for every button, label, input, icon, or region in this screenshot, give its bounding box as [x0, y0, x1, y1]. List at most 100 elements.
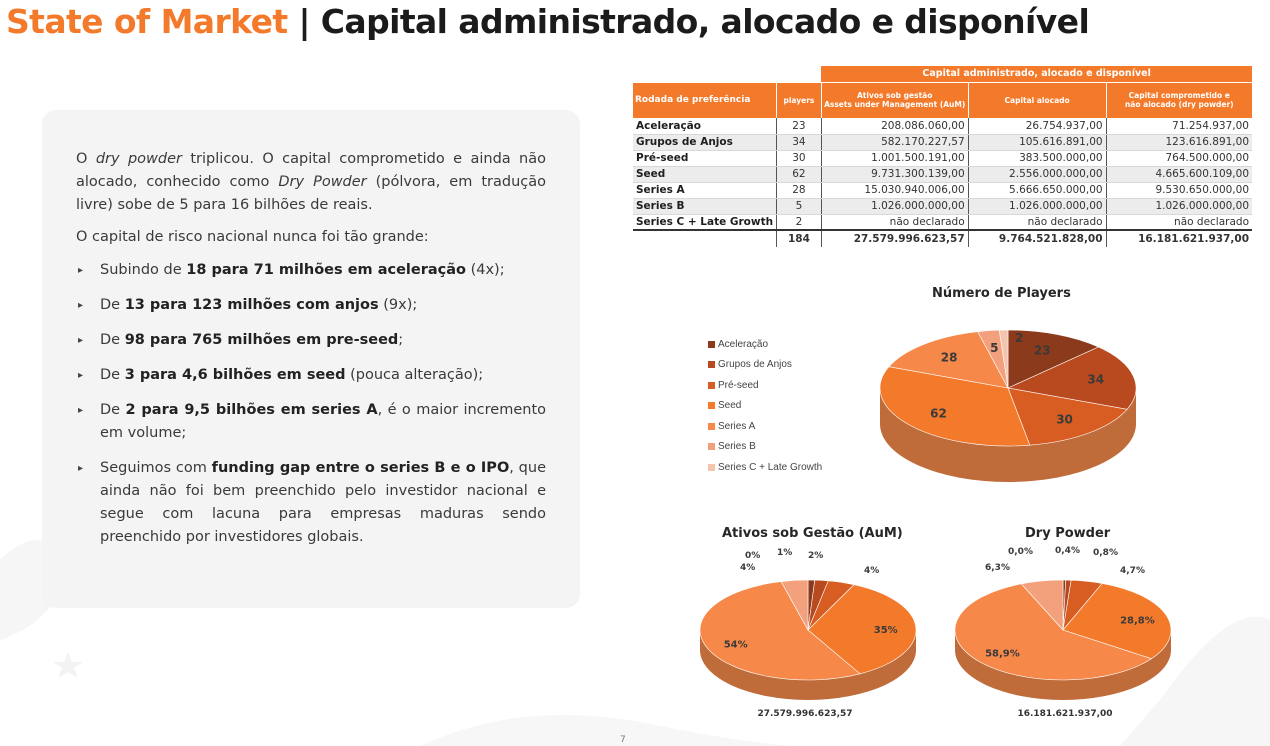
table-group-header-row: Capital administrado, alocado e disponív… [633, 66, 1252, 83]
table-row: Aceleração 23 208.086.060,00 26.754.937,00 7… [633, 118, 1252, 135]
legend-label: Series A [718, 420, 756, 432]
pie-side [880, 388, 1136, 482]
pie-slice [888, 331, 1009, 389]
table-cell: 15.030.940.006,00 [820, 182, 969, 199]
pie-slice [1007, 329, 1100, 389]
bullet-marker-icon: ▸ [78, 335, 84, 346]
table-cell: Series A [633, 182, 777, 199]
bullet-marker-icon: ▸ [78, 370, 84, 381]
dry-powder-total-label: 16.181.621.937,00 [1017, 709, 1113, 719]
table-cell: 23 [776, 118, 822, 135]
table-cell: 9.530.650.000,00 [1105, 182, 1252, 199]
bullet-item: ▸ De 98 para 765 milhões em pre-seed; [76, 329, 546, 352]
legend-label: Series B [718, 441, 756, 453]
bullet-item: ▸ Subindo de 18 para 71 milhões em aceler… [76, 259, 546, 282]
bullet-item: ▸ De 3 para 4,6 bilhões em seed (pouca al… [76, 364, 546, 387]
title-rest: | Capital administrado, alocado e dispon… [287, 2, 1090, 41]
summary-card: O dry powder triplicou. O capital compro… [42, 110, 580, 608]
table-body: Aceleração 23 208.086.060,00 26.754.937,00 7… [633, 118, 1252, 247]
lead-paragraph: O capital de risco nacional nunca foi tã… [76, 229, 429, 245]
table-row: Grupos de Anjos 34 582.170.227,57 105.616.8… [633, 134, 1252, 151]
table-header-row: Rodada de preferência players Ativos sob… [633, 82, 1252, 118]
legend-label: Grupos de Anjos [718, 359, 792, 371]
column-header: Capital comprometido e não alocado (dry p… [1105, 82, 1252, 118]
pie-chart-players: 23 34 30 62 28 5 2 [879, 329, 1137, 482]
bullet-item: ▸ Seguimos com funding gap entre o series… [76, 457, 546, 549]
table-row: Seed 62 9.731.300.139,00 2.556.000.000,00 4.… [633, 166, 1252, 183]
pie-chart-aum: 35% 54% [699, 579, 917, 700]
pie-outer-label: 2% [808, 551, 824, 561]
legend-label: Aceleração [718, 338, 769, 350]
table-cell: 71.254.937,00 [1105, 118, 1252, 135]
legend-label: Seed [718, 400, 742, 412]
table-cell: 9.731.300.139,00 [820, 166, 969, 183]
pie-data-label: 62 [930, 407, 947, 421]
table-cell: 1.026.000.000,00 [1105, 198, 1252, 215]
table-cell: não declarado [820, 214, 969, 231]
bullet-marker-icon: ▸ [78, 300, 84, 311]
pie-data-label: 54% [724, 639, 748, 650]
column-header-line: Ativos sob gestão [856, 91, 933, 101]
table-cell: não declarado [967, 214, 1107, 231]
bullet-marker-icon: ▸ [78, 463, 84, 474]
page-number: 7 [620, 735, 626, 745]
table-cell: 2 [776, 214, 822, 231]
table-group-header: Capital administrado, alocado e disponív… [821, 66, 1252, 83]
table-cell: 5 [776, 198, 822, 215]
pie-data-label: 5 [990, 341, 998, 355]
legend-swatch-icon [708, 463, 715, 471]
chart-legend: Aceleração Grupos de Anjos Pré-seed Seed Ser… [708, 334, 822, 478]
pie-outer-label: 0,4% [1055, 546, 1080, 556]
table-cell: 383.500.000,00 [967, 150, 1107, 167]
legend-item: Seed [708, 396, 822, 417]
pie-outer-label: 1% [777, 548, 793, 558]
table-cell: 1.026.000.000,00 [820, 198, 969, 215]
table-row: Pré-seed 30 1.001.500.191,00 383.500.000,00… [633, 150, 1252, 167]
table-cell: 62 [776, 166, 822, 183]
legend-item: Grupos de Anjos [708, 355, 822, 376]
pie-chart-dry-powder: 28,8% 58,9% [954, 579, 1172, 700]
legend-item: Series A [708, 416, 822, 437]
bullet-item: ▸ De 2 para 9,5 bilhões em series A, é o … [76, 399, 546, 445]
pie-data-label: 28,8% [1120, 616, 1155, 627]
bullet-marker-icon: ▸ [78, 265, 84, 276]
pie-slice [998, 329, 1009, 389]
table-row: 184 27.579.996.623,57 9.764.521.828,00 16.1… [633, 229, 1252, 247]
dry-powder-term-2: Dry Powder [278, 174, 367, 190]
table-cell: 9.764.521.828,00 [967, 229, 1107, 247]
table-cell: 4.665.600.109,00 [1105, 166, 1252, 183]
pie-data-label: 35% [874, 625, 898, 636]
summary-card-body: O dry powder triplicou. O capital compro… [76, 148, 546, 561]
table-cell: 208.086.060,00 [820, 118, 969, 135]
legend-swatch-icon [708, 361, 715, 369]
pie-data-label: 23 [1034, 343, 1051, 357]
aum-total-label: 27.579.996.623,57 [757, 709, 853, 719]
legend-swatch-icon [708, 402, 715, 410]
pie-slice [954, 583, 1153, 681]
bullet-item: ▸ De 13 para 123 milhões com anjos (9x); [76, 294, 546, 317]
table-cell: não declarado [1105, 214, 1252, 231]
legend-label: Pré-seed [718, 379, 759, 391]
intro-paragraph: O dry powder triplicou. O capital compro… [76, 151, 546, 213]
table-cell: 28 [776, 182, 822, 199]
chart-title-dry-powder: Dry Powder [1025, 526, 1111, 541]
pie-side [955, 630, 1171, 700]
table-cell: 30 [776, 150, 822, 167]
table-cell: 16.181.621.937,00 [1105, 229, 1252, 247]
legend-item: Aceleração [708, 334, 822, 355]
pie-data-label: 58,9% [985, 649, 1020, 660]
column-header: Capital alocado [967, 82, 1107, 118]
title-accent: State of Market [6, 2, 288, 41]
bullet-marker-icon: ▸ [78, 405, 84, 416]
table-cell: 1.026.000.000,00 [967, 198, 1107, 215]
table-cell: Seed [633, 166, 777, 183]
pie-outer-label: 6,3% [985, 563, 1010, 573]
legend-item: Pré-seed [708, 375, 822, 396]
table-cell: 184 [776, 229, 822, 247]
legend-swatch-icon [708, 443, 715, 451]
legend-label: Series C + Late Growth [718, 461, 823, 473]
table-cell: 1.001.500.191,00 [820, 150, 969, 167]
pie-slice [780, 579, 809, 632]
pie-outer-label: 0,8% [1093, 548, 1118, 558]
column-header-line: não alocado (dry powder) [1124, 100, 1234, 110]
